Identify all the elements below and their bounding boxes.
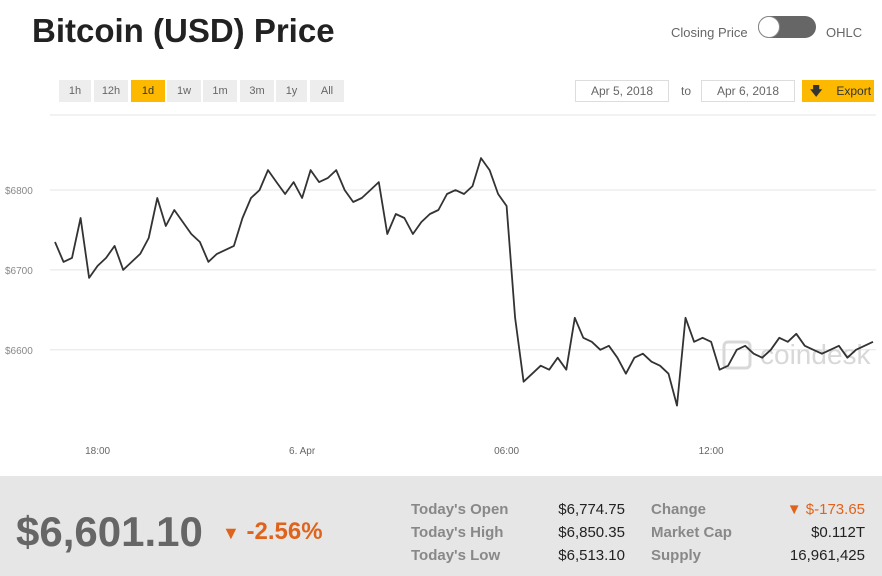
chart: $6600 $6700 $6800 coindesk 18:00 6. Apr 06:00 1…: [5, 114, 876, 457]
x-tick-label: 12:00: [699, 446, 724, 457]
stat-value-text: $6,513.10: [558, 547, 625, 564]
y-tick-label: $6600: [5, 346, 33, 357]
footer: [0, 476, 882, 576]
range-button[interactable]: 12h: [94, 80, 128, 102]
toggle-switch[interactable]: [758, 16, 816, 38]
stat-label: Today's Low: [411, 547, 501, 564]
stat-value: $0.112T: [725, 524, 865, 541]
y-tick-label: $6700: [5, 266, 33, 277]
stat-label: Change: [651, 501, 707, 518]
export-label: Export: [836, 84, 872, 98]
stat-label: Today's High: [411, 524, 504, 541]
date-sep: to: [681, 84, 692, 98]
stat-label: Supply: [651, 547, 702, 564]
range-button[interactable]: All: [310, 80, 344, 102]
export-icon: 🡇: [810, 84, 823, 98]
range-button[interactable]: 1h: [59, 80, 91, 102]
x-tick-label: 18:00: [85, 446, 110, 457]
stat-value-text: $0.112T: [811, 524, 865, 541]
stat-value-text: 16,961,425: [789, 547, 865, 564]
stat-value: $6,774.75: [485, 501, 625, 518]
range-button[interactable]: 1m: [203, 80, 237, 102]
down-arrow: ▼: [222, 523, 240, 543]
stat-label: Today's Open: [411, 501, 509, 518]
price: $6,601.10: [16, 508, 203, 555]
change-pct-value: -2.56%: [246, 518, 323, 545]
toggle-label: OHLC: [826, 25, 863, 40]
stat-value-text: $6,850.35: [558, 524, 625, 541]
toggle-knob[interactable]: [758, 16, 780, 38]
stat-value: ▼ $-173.65: [725, 501, 865, 518]
toggle-label: Closing Price: [671, 25, 748, 40]
y-tick-label: $6800: [5, 186, 33, 197]
range-button[interactable]: 1d: [131, 80, 165, 102]
date-from[interactable]: Apr 5, 2018: [575, 80, 669, 102]
x-tick-label: 06:00: [494, 446, 519, 457]
range-button[interactable]: 3m: [240, 80, 274, 102]
change-pct: ▼ -2.56%: [222, 518, 323, 546]
price-line: [54, 157, 874, 407]
stat-value-text: $6,774.75: [558, 501, 625, 518]
stat-value: 16,961,425: [725, 547, 865, 564]
down-arrow: ▼: [786, 501, 806, 518]
x-tick-label: 6. Apr: [289, 446, 316, 457]
stat-value: $6,513.10: [485, 547, 625, 564]
range-button[interactable]: 1w: [167, 80, 201, 102]
stat-value: $6,850.35: [485, 524, 625, 541]
stat-label: Market Cap: [651, 524, 732, 541]
stat-value-text: $-173.65: [805, 501, 865, 518]
title: Bitcoin (USD) Price: [32, 12, 335, 49]
range-button[interactable]: 1y: [276, 80, 307, 102]
watermark-logo: [722, 340, 752, 370]
watermark: coindesk: [760, 339, 872, 370]
date-to[interactable]: Apr 6, 2018: [701, 80, 795, 102]
export-button[interactable]: 🡇 Export: [802, 80, 874, 102]
